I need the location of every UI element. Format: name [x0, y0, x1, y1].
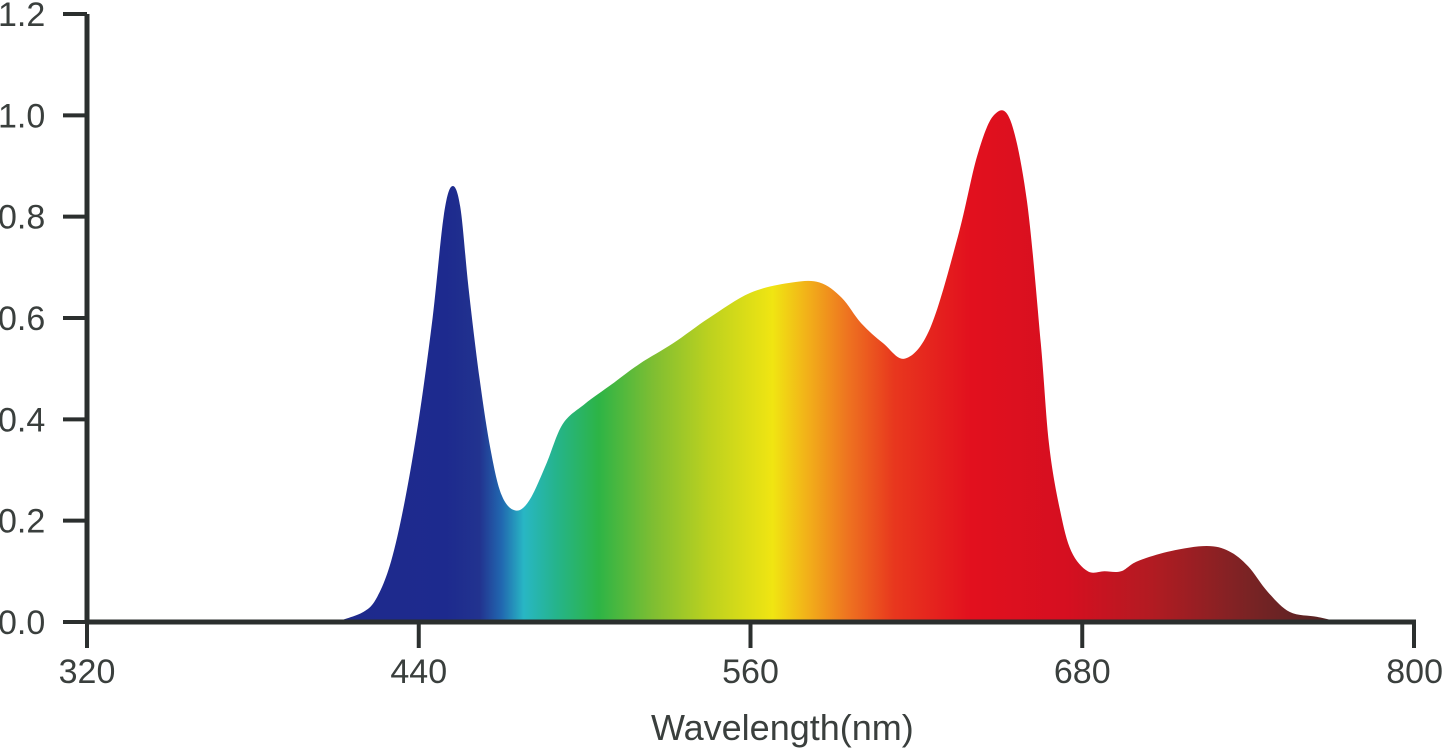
y-tick-label: 1.2 [0, 0, 45, 34]
y-axis-ticks: 0.0 0.2 0.4 0.6 0.8 1.0 1.2 [0, 0, 87, 642]
spectrum-area [335, 110, 1340, 623]
x-axis-ticks: 320 440 560 680 800 [59, 622, 1443, 691]
y-tick-label: 0.0 [0, 604, 45, 642]
y-tick-label: 1.0 [0, 97, 45, 135]
x-tick-label: 440 [390, 653, 447, 691]
x-tick-label: 800 [1386, 653, 1443, 691]
y-tick-label: 0.4 [0, 401, 45, 439]
x-axis-title: Wavelength(nm) [651, 707, 914, 748]
y-tick-label: 0.8 [0, 199, 45, 237]
y-tick-label: 0.2 [0, 503, 45, 541]
x-tick-label: 560 [722, 653, 779, 691]
x-tick-label: 680 [1054, 653, 1111, 691]
x-tick-label: 320 [59, 653, 116, 691]
y-tick-label: 0.6 [0, 300, 45, 338]
